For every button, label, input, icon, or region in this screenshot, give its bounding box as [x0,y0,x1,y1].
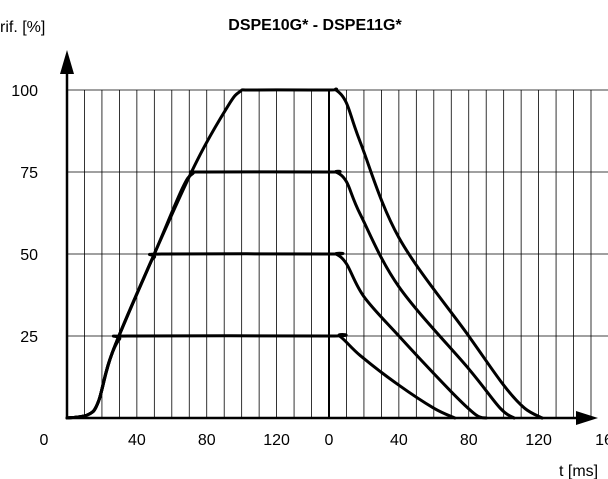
x-tick-label: 80 [460,432,478,449]
x-axis-arrow [576,411,598,425]
x-tick-label: 120 [263,432,290,449]
y-tick-label: 50 [20,247,38,264]
x-tick-label: 160 [595,432,608,449]
x-tick-label: 120 [525,432,552,449]
series-line-75 [65,169,516,420]
y-tick-label: 100 [11,83,38,100]
y-axis-label: rif. [%] [0,19,45,36]
tick-labels: 25 50 75 100 0 40 80 120 0 40 80 120 160 [11,83,608,449]
chart-title: DSPE10G* - DSPE11G* [228,17,402,34]
x-tick-label: 80 [198,432,216,449]
x-tick-label: 0 [40,432,49,449]
x-tick-label: 40 [128,432,146,449]
x-tick-label: 40 [390,432,408,449]
axes [60,50,598,425]
y-tick-label: 25 [20,329,38,346]
x-tick-label: 0 [325,432,334,449]
series-lines [65,87,544,420]
x-axis-label: t [ms] [559,463,598,479]
series-line-25 [65,333,457,420]
y-tick-label: 75 [20,165,38,182]
y-axis-arrow [60,50,74,74]
